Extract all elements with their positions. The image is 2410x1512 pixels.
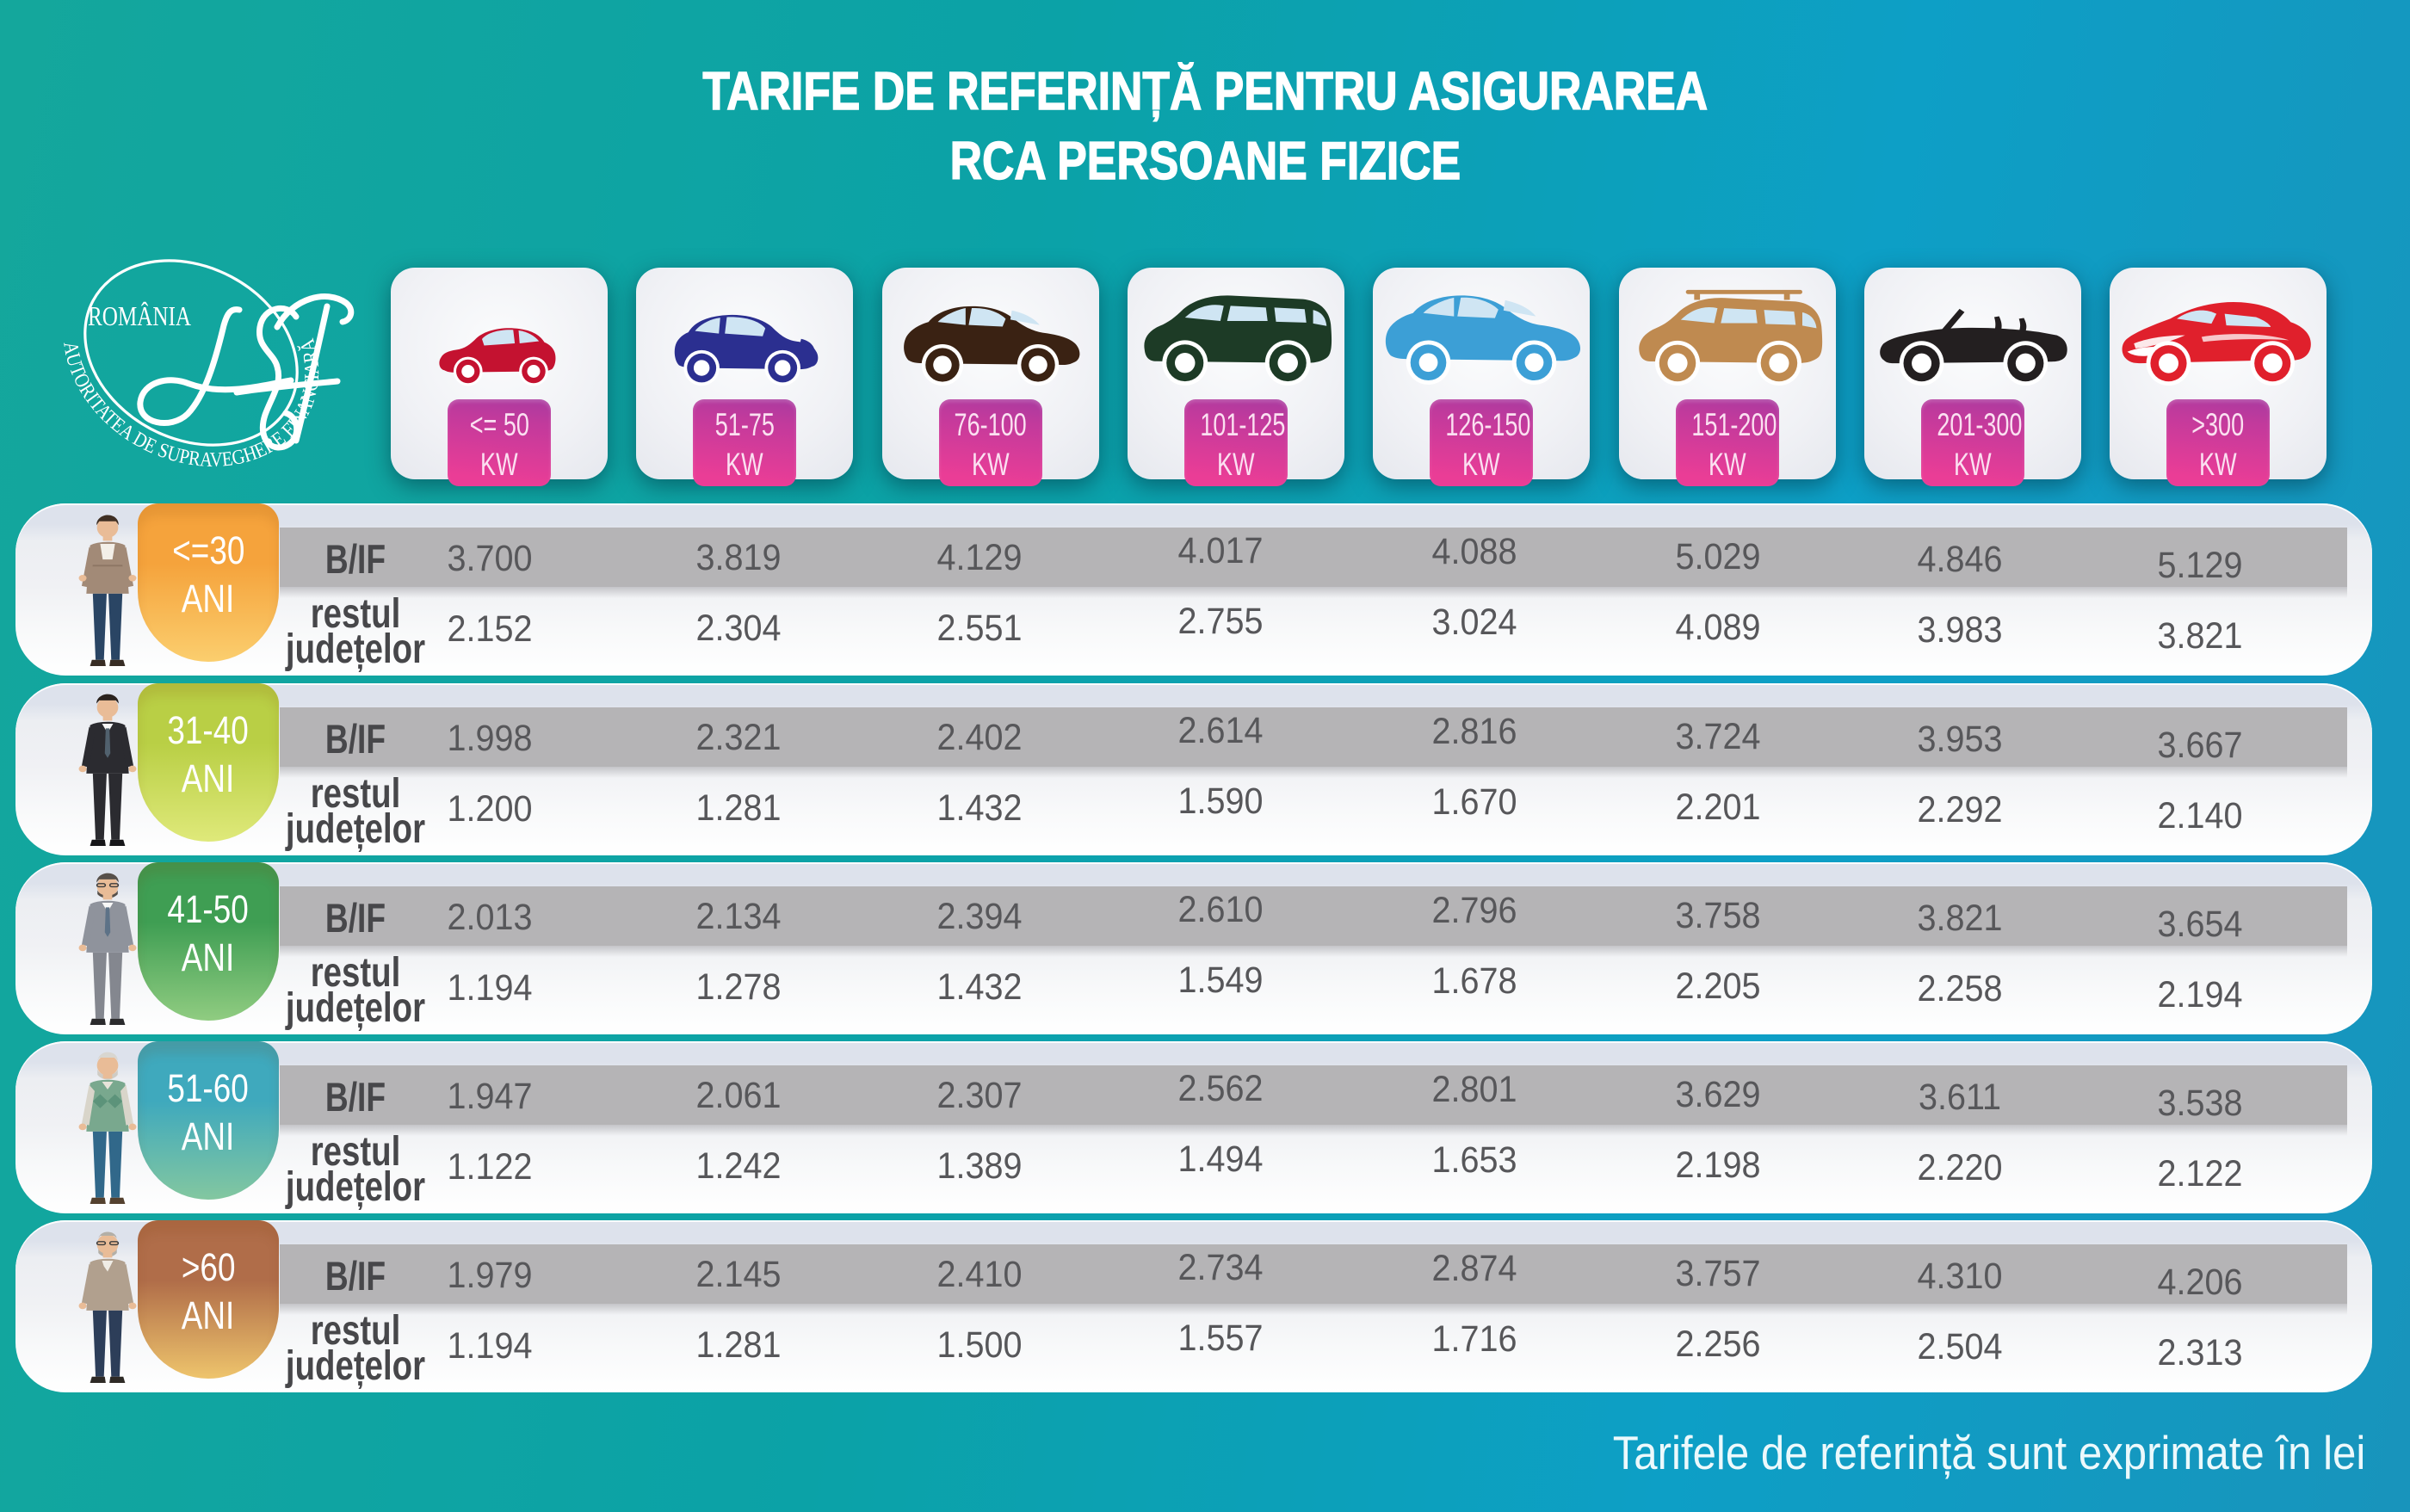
- svg-text:ROMÂNIA: ROMÂNIA: [88, 300, 191, 331]
- svg-text:AUTORITATEA DE SUPRAVEGHERE FI: AUTORITATEA DE SUPRAVEGHERE FINANCIARĂ: [59, 336, 324, 472]
